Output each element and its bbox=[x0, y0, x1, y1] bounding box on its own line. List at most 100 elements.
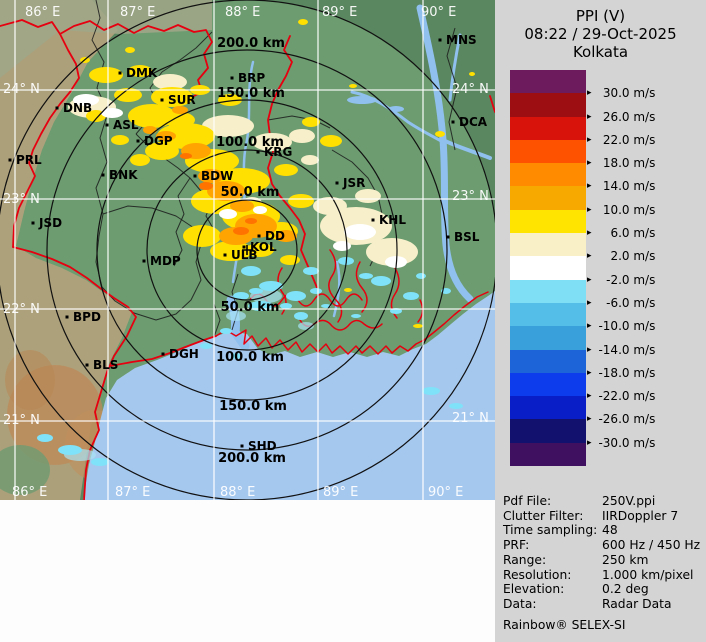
legend-band bbox=[510, 209, 586, 234]
city-label-DNB: DNB bbox=[63, 101, 92, 115]
tick-value: -2.0 bbox=[606, 272, 630, 287]
tick-unit: m/s bbox=[629, 435, 656, 450]
latlon-grid bbox=[0, 0, 495, 500]
tick-arrow-icon: ▸ bbox=[587, 111, 592, 122]
legend-band bbox=[510, 442, 586, 467]
city-dot-MNS bbox=[438, 38, 442, 42]
latitude-label: 23° N bbox=[3, 192, 40, 207]
ring-labels: 200.0 km 150.0 km 100.0 km 50.0 km 50.0 km 10… bbox=[216, 36, 287, 466]
city-label-ULB: ULB bbox=[231, 248, 258, 262]
legend-band bbox=[510, 396, 586, 420]
legend-tick: ▸ -2.0 m/s bbox=[587, 272, 655, 288]
city-dot-KRG bbox=[256, 150, 260, 154]
city-label-MDP: MDP bbox=[150, 254, 181, 268]
legend-band bbox=[510, 70, 586, 94]
tick-arrow-icon: ▸ bbox=[587, 134, 592, 145]
metadata-label: Range: bbox=[503, 552, 547, 567]
city-dot-DNB bbox=[55, 106, 59, 110]
echo-orange-patches bbox=[143, 106, 297, 245]
legend-tick: ▸ 10.0 m/s bbox=[587, 202, 655, 218]
city-dot-KOL bbox=[242, 245, 246, 249]
tick-arrow-icon: ▸ bbox=[587, 344, 592, 355]
tick-value: 22.0 bbox=[602, 132, 630, 147]
tick-arrow-icon: ▸ bbox=[587, 274, 592, 285]
tick-value: -6.0 bbox=[606, 295, 630, 310]
scan-datetime: 08:22 / 29-Oct-2025 bbox=[524, 25, 677, 43]
metadata-label: Resolution: bbox=[503, 567, 572, 582]
tick-unit: m/s bbox=[629, 179, 656, 194]
tick-unit: m/s bbox=[629, 342, 656, 357]
metadata-row: Data: Radar Data bbox=[503, 597, 703, 612]
city-dot-DGH bbox=[161, 352, 165, 356]
city-label-BPD: BPD bbox=[73, 310, 101, 324]
city-dot-DMK bbox=[118, 71, 122, 75]
tick-unit: m/s bbox=[629, 202, 656, 217]
tick-unit: m/s bbox=[629, 226, 656, 241]
tick-unit: m/s bbox=[629, 132, 656, 147]
metadata-row: Clutter Filter: IIRDoppler 7 bbox=[503, 509, 703, 524]
longitude-label: 88° E bbox=[225, 5, 260, 20]
city-dot-JSD bbox=[31, 221, 35, 225]
legend-band bbox=[510, 419, 586, 443]
legend-band bbox=[510, 139, 586, 164]
legend-band bbox=[510, 163, 586, 187]
metadata-row: Time sampling: 48 bbox=[503, 523, 703, 538]
legend-tick: ▸ 30.0 m/s bbox=[587, 85, 655, 101]
radar-map: 86° E 87° E 88° E 89° E 90° E 86° E 87° E 88° E… bbox=[0, 0, 498, 501]
city-label-PRL: PRL bbox=[16, 153, 42, 167]
metadata-label: Elevation: bbox=[503, 582, 565, 597]
software-brand: Rainbow® SELEX-SI bbox=[503, 617, 626, 632]
city-label-DCA: DCA bbox=[459, 115, 488, 129]
city-label-DGP: DGP bbox=[144, 134, 173, 148]
city-label-KHL: KHL bbox=[379, 213, 406, 227]
metadata-rows: Pdf File: 250V.ppi Clutter Filter: IIRDoppl… bbox=[503, 494, 703, 612]
range-ring-label: 50.0 km bbox=[221, 185, 280, 200]
tick-arrow-icon: ▸ bbox=[587, 88, 592, 99]
city-dot-BRP bbox=[230, 76, 234, 80]
metadata-row: Pdf File: 250V.ppi bbox=[503, 494, 703, 509]
legend-tick: ▸ 26.0 m/s bbox=[587, 109, 655, 125]
tick-value: -10.0 bbox=[598, 319, 630, 334]
velocity-color-legend: ▸ 30.0 m/s ▸ 26.0 m/s ▸ 22.0 m/s ▸ 18.0 m/s ▸ 14.… bbox=[510, 70, 702, 467]
city-dot-SHD bbox=[240, 444, 244, 448]
scan-metadata: Pdf File: 250V.ppi Clutter Filter: IIRDoppl… bbox=[503, 494, 703, 632]
radar-station-name: Kolkata bbox=[572, 43, 629, 61]
city-dot-DGP bbox=[136, 139, 140, 143]
tick-arrow-icon: ▸ bbox=[587, 228, 592, 239]
metadata-value: 250V.ppi bbox=[602, 494, 656, 508]
tick-unit: m/s bbox=[629, 86, 656, 101]
tick-unit: m/s bbox=[629, 156, 656, 171]
legend-tick: ▸ -22.0 m/s bbox=[587, 388, 655, 404]
metadata-value: 1.000 km/pixel bbox=[602, 567, 694, 582]
metadata-value: IIRDoppler 7 bbox=[602, 508, 679, 523]
latitude-label: 24° N bbox=[3, 82, 40, 97]
legend-tick: ▸ -14.0 m/s bbox=[587, 342, 655, 358]
city-dot-PRL bbox=[8, 158, 12, 162]
legend-tick: ▸ -30.0 m/s bbox=[587, 435, 655, 451]
legend-tick: ▸ 22.0 m/s bbox=[587, 132, 655, 148]
city-dot-BSL bbox=[446, 235, 450, 239]
legend-tick: ▸ -10.0 m/s bbox=[587, 318, 655, 334]
product-title: PPI (V) bbox=[575, 7, 626, 25]
tick-unit: m/s bbox=[629, 295, 656, 310]
longitude-label: 86° E bbox=[25, 5, 60, 20]
city-dot-BPD bbox=[65, 315, 69, 319]
city-dot-JSR bbox=[335, 181, 339, 185]
range-ring-label: 200.0 km bbox=[217, 36, 285, 51]
metadata-value: 250 km bbox=[602, 552, 649, 567]
legend-tick: ▸ 18.0 m/s bbox=[587, 155, 655, 171]
city-dot-MDP bbox=[142, 259, 146, 263]
latitude-label: 24° N bbox=[452, 82, 489, 97]
metadata-value: Radar Data bbox=[602, 596, 672, 611]
city-label-BDW: BDW bbox=[201, 169, 233, 183]
metadata-row: Elevation: 0.2 deg bbox=[503, 582, 703, 597]
city-dot-DD bbox=[257, 234, 261, 238]
tick-value: -30.0 bbox=[598, 435, 630, 450]
metadata-label: Pdf File: bbox=[503, 494, 552, 508]
city-label-BLS: BLS bbox=[93, 358, 118, 372]
legend-band bbox=[510, 302, 586, 327]
tick-value: 18.0 bbox=[602, 156, 630, 171]
tick-value: 14.0 bbox=[602, 179, 630, 194]
city-label-MNS: MNS bbox=[446, 33, 477, 47]
